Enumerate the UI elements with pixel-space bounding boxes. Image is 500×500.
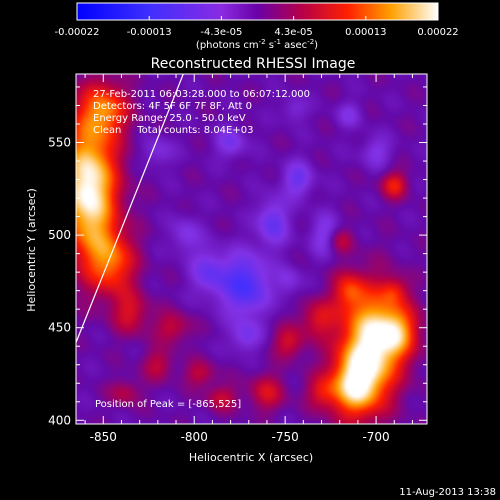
heatmap-image [76,74,427,424]
axes: -850 -800 -750 -700 400 450 500 550 [48,74,427,444]
info-line-3: Energy Range: 25.0 - 50.0 keV [93,113,246,124]
plot-frame [75,73,428,425]
solar-limb-line [76,74,184,343]
y-tick-label: 500 [48,228,71,242]
colorbar-tick-label: 4.3e-05 [274,27,312,38]
colorbar-frame [76,2,439,21]
colorbar-label: (photons cm-2 s-1 asec-2) [196,38,318,51]
y-axis-label: Heliocentric Y (arcsec) [25,188,38,312]
y-tick-label: 400 [48,413,71,427]
colorbar [77,3,438,20]
chart-title: Reconstructed RHESSI Image [151,56,356,72]
y-tick-label: 550 [48,136,71,150]
colorbar-ticks: -0.00022 -0.00013 -4.3e-05 4.3e-05 0.00013 0.… [55,16,459,38]
info-line-1: 27-Feb-2011 06:03:28.000 to 06:07:12.000 [93,89,310,100]
info-line-2: Detectors: 4F 5F 6F 7F 8F, Att 0 [93,101,252,112]
colorbar-tick-label: -4.3e-05 [200,27,242,38]
info-block: 27-Feb-2011 06:03:28.000 to 06:07:12.000… [93,89,310,136]
x-tick-label: -750 [272,430,299,444]
colorbar-tick-label: 0.00022 [417,27,458,38]
x-tick-label: -850 [90,430,117,444]
x-tick-label: -700 [362,430,389,444]
colorbar-tick-label: -0.00022 [55,27,100,38]
footer-date: 11-Aug-2013 13:38 [399,487,496,498]
colorbar-tick-label: 0.00013 [345,27,386,38]
peak-position-label: Position of Peak = [-865,525] [95,399,241,410]
info-line-4: Clean Total counts: 8.04E+03 [93,125,253,136]
y-tick-label: 450 [48,321,71,335]
colorbar-tick-label: -0.00013 [127,27,172,38]
x-tick-label: -800 [181,430,208,444]
x-axis-label: Heliocentric X (arcsec) [189,451,313,464]
